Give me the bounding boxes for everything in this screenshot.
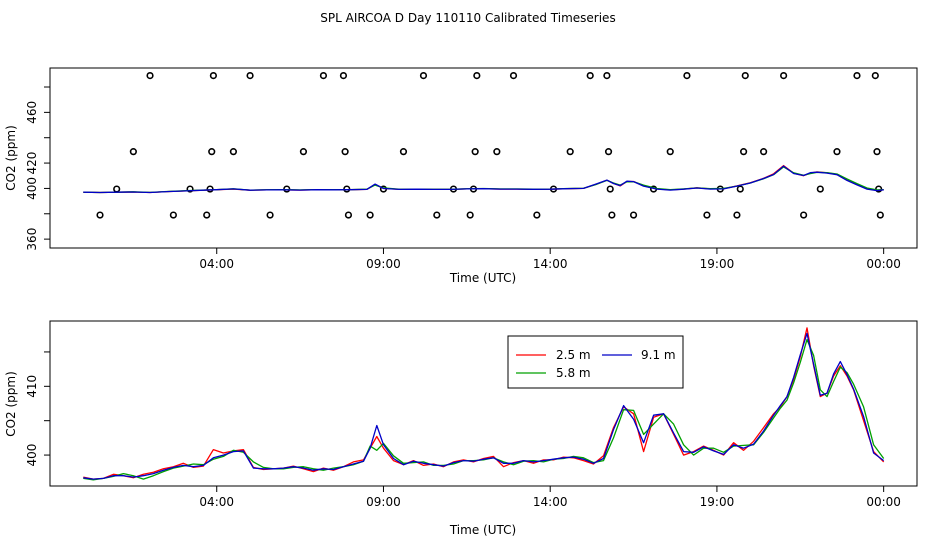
top-y-tick-label-360: 360 [25,228,39,251]
top-scatter-point-8 [208,148,216,156]
legend-label-9-1m: 9.1 m [641,348,676,362]
top-scatter-point-24 [433,211,441,219]
top-scatter-point-52 [800,211,808,219]
bottom-panel: 04:00 09:00 14:00 19:00 00:00 400 410 Time (U… [4,320,918,537]
top-scatter-point-13 [283,185,291,193]
top-scatter-point-48 [739,148,748,156]
top-scatter-point-51 [780,72,788,80]
top-scatter-point-9 [209,72,217,80]
top-scatter-point-44 [703,211,711,219]
top-scatter-point-0 [96,211,104,219]
bottom-y-tick-label-400: 400 [25,444,39,467]
top-scatter-point-43 [683,72,691,80]
top-scatter-point-32 [533,211,541,219]
top-scatter-point-49 [741,72,749,80]
top-y-axis-label: CO2 (ppm) [4,125,18,191]
bottom-series-line-9-1-m [83,332,885,480]
top-x-axis-label: Time (UTC) [449,271,516,285]
top-x-tick-label-09-00: 09:00 [366,257,401,271]
top-scatter-point-10 [229,148,238,156]
legend: 2.5 m 5.8 m 9.1 m [507,335,684,389]
top-scatter-point-12 [266,211,274,219]
top-scatter-point-42 [666,148,674,156]
top-scatter-point-47 [736,185,744,193]
bottom-y-axis-label: CO2 (ppm) [4,371,18,437]
top-scatter-point-55 [853,72,861,80]
top-scatter-point-37 [604,148,613,156]
top-scatter-point-57 [873,148,881,156]
top-scatter-point-46 [733,211,741,219]
top-scatter-point-54 [833,148,841,156]
top-scatter-point-14 [299,148,308,156]
bottom-y-axis: 400 410 [25,351,50,467]
top-scatter-point-3 [146,72,154,80]
bottom-x-tick-label-04-00: 04:00 [199,495,234,509]
top-scatter-point-6 [203,211,211,219]
top-y-axis: 360 400 420 460 [25,86,50,251]
top-scatter-point-31 [509,72,518,80]
top-scatter-point-35 [586,72,594,80]
top-x-tick-label-19-00: 19:00 [700,257,735,271]
top-panel: 04:00 09:00 14:00 19:00 00:00 360 400 420 460 T… [4,67,918,285]
top-scatter-point-59 [876,211,884,219]
top-scatter-point-17 [341,148,349,156]
top-y-tick-label-400: 400 [25,177,39,200]
top-scatter-point-56 [871,72,879,80]
bottom-x-tick-label-00-00: 00:00 [866,495,901,509]
bottom-plot-frame [49,320,918,487]
legend-box [507,335,684,389]
top-scatter-point-23 [419,72,428,80]
top-y-tick-label-460: 460 [25,101,39,124]
figure-title: SPL AIRCOA D Day 110110 Calibrated Times… [320,11,615,25]
top-scatter-point-29 [473,72,481,80]
top-scatter-point-19 [344,211,353,219]
top-scatter-point-34 [566,148,574,156]
top-series-line-9-1-m [83,165,884,194]
top-x-axis: 04:00 09:00 14:00 19:00 00:00 [199,248,901,271]
top-series-lines [83,164,884,194]
bottom-series-line-2-5-m [83,327,885,480]
top-scatter-point-11 [246,72,254,80]
top-scatter-point-39 [608,211,616,219]
top-plot-frame [49,67,918,249]
top-scatter-point-22 [399,148,408,156]
bottom-y-tick-label-410: 410 [25,375,39,398]
bottom-x-axis: 04:00 09:00 14:00 19:00 00:00 [199,486,901,509]
top-x-tick-label-00-00: 00:00 [866,257,901,271]
bottom-x-tick-label-09-00: 09:00 [366,495,401,509]
top-scatter-point-1 [113,185,121,193]
top-scatter-point-20 [366,211,374,219]
top-scatter-point-38 [606,185,614,193]
top-x-tick-label-14-00: 14:00 [533,257,568,271]
top-y-tick-label-420: 420 [25,152,39,175]
bottom-x-tick-label-19-00: 19:00 [700,495,735,509]
top-scatter-point-15 [319,72,328,80]
top-scatter-point-26 [466,211,474,219]
top-scatter-point-16 [339,72,348,80]
bottom-x-tick-label-14-00: 14:00 [533,495,568,509]
top-scatter-point-30 [493,148,501,156]
top-scatter-point-5 [186,185,194,193]
top-scatter-point-36 [603,72,611,80]
top-scatter-point-2 [129,148,137,156]
top-scatter-point-28 [471,148,479,156]
bottom-x-axis-label: Time (UTC) [449,523,516,537]
top-scatter-points [96,72,884,219]
legend-label-2-5m: 2.5 m [556,348,591,362]
bottom-series-lines [83,327,885,481]
top-scatter-point-50 [760,148,768,156]
top-scatter-point-40 [629,211,638,219]
legend-label-5-8m: 5.8 m [556,366,591,380]
top-x-tick-label-04-00: 04:00 [199,257,234,271]
top-scatter-point-7 [206,185,214,193]
top-scatter-point-4 [169,211,177,219]
top-scatter-point-53 [816,185,824,193]
